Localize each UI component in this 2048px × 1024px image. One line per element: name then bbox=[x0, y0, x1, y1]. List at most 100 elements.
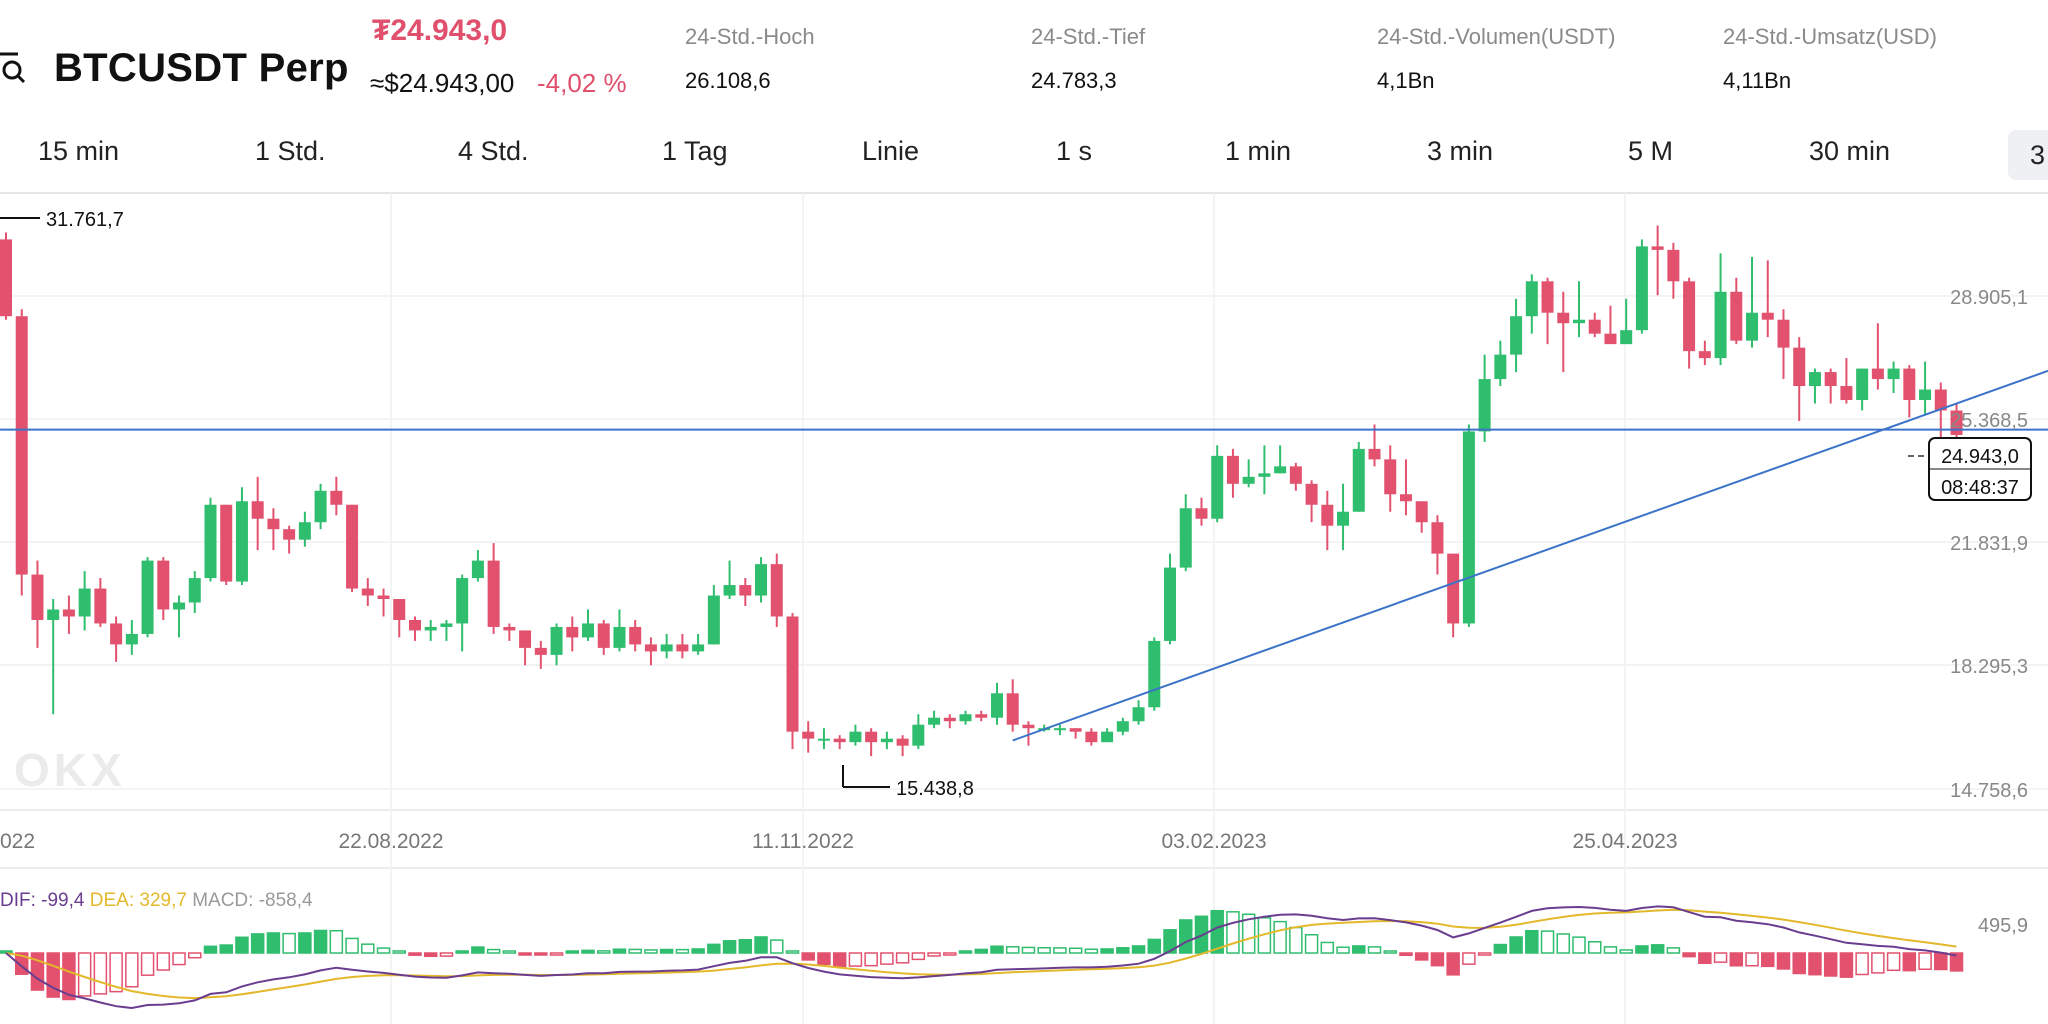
candle-up bbox=[1510, 316, 1523, 355]
candle-down bbox=[534, 647, 547, 655]
stat-high-label: 24-Std.-Hoch bbox=[685, 24, 815, 49]
macd-bar bbox=[1761, 952, 1775, 968]
candle-up bbox=[928, 717, 941, 725]
watermark: OKX bbox=[14, 744, 126, 796]
candle-down bbox=[1022, 724, 1035, 729]
candle-down bbox=[157, 560, 170, 610]
chart-overlays: 31.761,7 15.438,8 24.943,0 08:48:37 bbox=[0, 209, 2048, 800]
instrument-symbol[interactable]: BTCUSDT Perp bbox=[54, 46, 349, 90]
stat-turnover-label: 24-Std.-Umsatz(USD) bbox=[1723, 24, 1937, 49]
candle-down bbox=[62, 609, 75, 617]
macd-bar bbox=[1949, 952, 1964, 972]
macd-bar bbox=[1477, 952, 1492, 956]
candle-up bbox=[1494, 354, 1507, 380]
menu-search-icon[interactable] bbox=[0, 48, 28, 88]
macd-bar bbox=[109, 952, 123, 993]
y-tick-label: 28.905,1 bbox=[1950, 287, 2028, 309]
macd-bar bbox=[675, 948, 690, 954]
macd-bar bbox=[0, 950, 13, 954]
tf-5m[interactable]: 5 M bbox=[1628, 136, 1674, 166]
macd-bar bbox=[895, 952, 910, 964]
candle-down bbox=[1651, 246, 1664, 250]
macd-bar bbox=[1745, 952, 1759, 967]
candle-down bbox=[1399, 494, 1412, 502]
macd-bar bbox=[927, 952, 941, 957]
tf-3min[interactable]: 3 min bbox=[1427, 136, 1494, 166]
candle-up bbox=[880, 738, 893, 743]
candle-down bbox=[1006, 693, 1019, 725]
macd-panel bbox=[0, 905, 1964, 1010]
candles bbox=[0, 225, 1963, 757]
candle-down bbox=[267, 518, 280, 530]
candle-up bbox=[1478, 379, 1491, 432]
candle-down bbox=[1761, 312, 1774, 320]
macd-bar bbox=[392, 950, 406, 954]
macd-bar bbox=[1352, 945, 1366, 954]
candle-down bbox=[1226, 455, 1239, 484]
macd-bar bbox=[1509, 936, 1523, 954]
macd-bar bbox=[188, 952, 202, 959]
macd-bar bbox=[1682, 952, 1696, 958]
candle-down bbox=[1195, 508, 1208, 519]
macd-bar bbox=[974, 948, 989, 954]
tf-4h[interactable]: 4 Std. bbox=[458, 136, 529, 166]
tf-1h[interactable]: 1 Std. bbox=[255, 136, 326, 166]
macd-bar bbox=[596, 950, 611, 954]
last-price: ₮24.943,0 bbox=[372, 14, 508, 47]
candle-down bbox=[833, 738, 846, 743]
macd-bar bbox=[1902, 952, 1917, 972]
countdown-label: 08:48:37 bbox=[1941, 477, 2019, 499]
candle-up bbox=[1211, 455, 1224, 519]
tf-line[interactable]: Linie bbox=[862, 136, 920, 166]
macd-bar bbox=[1163, 929, 1177, 954]
tf-30min[interactable]: 30 min bbox=[1809, 136, 1891, 166]
dea-line bbox=[5, 908, 1957, 1000]
macd-bar bbox=[1855, 952, 1869, 976]
macd-bar bbox=[1241, 913, 1256, 954]
candle-up bbox=[456, 578, 469, 624]
candle-up bbox=[1714, 291, 1727, 359]
macd-bar bbox=[219, 944, 233, 954]
tf-15min[interactable]: 15 min bbox=[38, 136, 120, 166]
macd-bar bbox=[1587, 941, 1602, 954]
macd-bar bbox=[1053, 947, 1067, 954]
candle-down bbox=[1698, 351, 1711, 359]
macd-bar bbox=[785, 950, 800, 954]
macd-bar bbox=[754, 936, 768, 954]
macd-bar bbox=[1446, 952, 1460, 976]
macd-bar bbox=[62, 952, 76, 1001]
tf-more[interactable]: 3 bbox=[2008, 130, 2048, 180]
y-tick-label: 21.831,9 bbox=[1950, 533, 2028, 555]
tf-1min[interactable]: 1 min bbox=[1225, 136, 1292, 166]
candle-up bbox=[1337, 511, 1350, 526]
candle-down bbox=[346, 504, 359, 589]
candle-down bbox=[865, 731, 878, 743]
y-tick-label: 14.758,6 bbox=[1950, 780, 2028, 802]
candle-down bbox=[31, 574, 44, 620]
macd-bar bbox=[565, 950, 580, 954]
candle-up bbox=[141, 560, 154, 634]
high-marker-label: 31.761,7 bbox=[46, 209, 124, 231]
macd-tick-label: 495,9 bbox=[1978, 915, 2028, 937]
stat-turnover-value: 4,11Bn bbox=[1723, 68, 1792, 93]
candle-down bbox=[1777, 319, 1790, 348]
candle-down bbox=[1384, 459, 1397, 495]
candle-down bbox=[330, 490, 343, 505]
candle-down bbox=[408, 619, 421, 631]
candle-down bbox=[597, 623, 610, 648]
macd-bar bbox=[943, 952, 957, 956]
y-tick-label: 18.295,3 bbox=[1950, 656, 2028, 678]
candle-up bbox=[47, 609, 60, 620]
macd-bar bbox=[1336, 946, 1350, 954]
candle-up bbox=[1352, 448, 1365, 512]
tf-1d[interactable]: 1 Tag bbox=[662, 136, 728, 166]
macd-bar bbox=[361, 943, 375, 954]
candle-up bbox=[440, 623, 453, 627]
macd-bar bbox=[77, 952, 92, 997]
macd-bar bbox=[801, 952, 815, 961]
tf-1s[interactable]: 1 s bbox=[1056, 136, 1093, 166]
macd-bar bbox=[1320, 941, 1335, 954]
macd-bar bbox=[313, 929, 328, 954]
stat-volume-label: 24-Std.-Volumen(USDT) bbox=[1377, 24, 1616, 49]
